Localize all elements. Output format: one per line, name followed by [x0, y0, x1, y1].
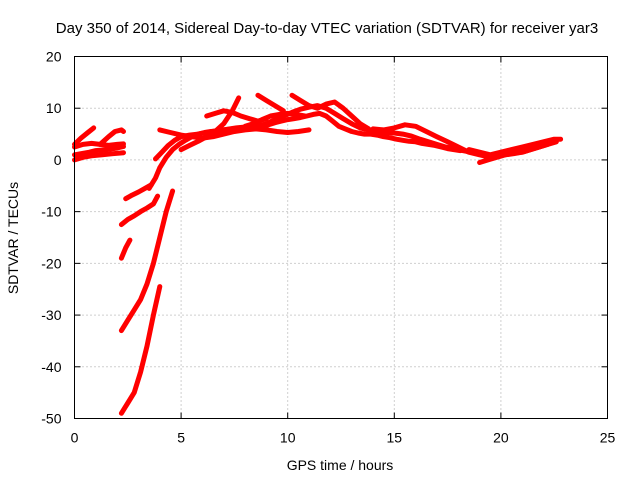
y-tick-label: 0 [54, 152, 62, 168]
data-trace-16 [466, 136, 564, 158]
data-trace-5 [72, 150, 126, 163]
data-trace-20 [118, 188, 176, 334]
y-tick-label: -50 [41, 411, 61, 427]
x-tick-label: 5 [177, 430, 185, 446]
plot-area [72, 92, 564, 416]
data-trace-13 [289, 92, 372, 132]
data-trace-12 [255, 92, 286, 114]
y-tick-label: -10 [41, 204, 61, 220]
chart-title: Day 350 of 2014, Sidereal Day-to-day VTE… [56, 20, 598, 37]
grid [74, 56, 608, 419]
y-tick-label: 20 [46, 49, 62, 65]
data-trace-9 [157, 126, 312, 141]
y-tick-label: 10 [46, 100, 62, 116]
x-axis-label: GPS time / hours [287, 457, 394, 473]
y-tick-label: -20 [41, 255, 61, 271]
data-trace-21 [118, 284, 163, 416]
data-trace-4 [97, 127, 126, 147]
data-trace-19 [118, 237, 133, 261]
data-trace-3 [72, 125, 97, 147]
y-tick-label: -30 [41, 307, 61, 323]
data-trace-17 [477, 141, 551, 165]
x-tick-label: 20 [493, 430, 509, 446]
ticks [74, 56, 608, 419]
x-tick-label: 15 [387, 430, 403, 446]
plot-frame [74, 56, 608, 419]
data-trace-10 [178, 95, 242, 153]
x-tick-label: 25 [600, 430, 616, 446]
data-trace-18 [118, 193, 161, 228]
tick-labels: 0 5 10 15 20 25 -50 -40 -30 -20 -10 0 10 20 [41, 49, 615, 446]
x-tick-label: 0 [71, 430, 79, 446]
y-tick-label: -40 [41, 359, 61, 375]
data-trace-1 [72, 144, 126, 158]
x-tick-label: 10 [280, 430, 296, 446]
data-trace-14 [242, 110, 308, 129]
y-axis-label: SDTVAR / TECUs [5, 182, 21, 294]
